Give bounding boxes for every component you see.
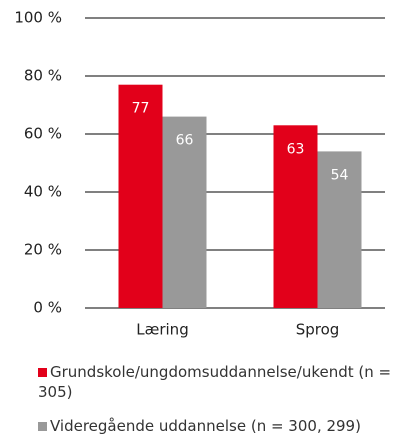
y-tick-label: 60 % bbox=[24, 125, 62, 143]
legend-swatch bbox=[38, 368, 47, 377]
y-tick-label: 80 % bbox=[24, 67, 62, 85]
bar bbox=[317, 151, 362, 308]
data-label: 54 bbox=[331, 167, 349, 183]
y-tick-label: 0 % bbox=[33, 299, 62, 317]
bar bbox=[162, 116, 207, 308]
data-label: 63 bbox=[287, 141, 305, 157]
legend-label: Grundskole/ungdomsuddannelse/ukendt (n =… bbox=[38, 363, 392, 401]
x-tick-label: Læring bbox=[136, 321, 188, 339]
y-tick-label: 20 % bbox=[24, 241, 62, 259]
legend-swatch bbox=[38, 422, 47, 431]
x-tick-label: Sprog bbox=[296, 321, 340, 339]
bar bbox=[273, 125, 318, 308]
data-label: 66 bbox=[176, 133, 194, 149]
legend-item: Grundskole/ungdomsuddannelse/ukendt (n =… bbox=[38, 362, 398, 402]
chart: 0 % 20 % 40 % 60 % 80 % 100 % Læring 77 66 Sprog 6… bbox=[14, 9, 385, 339]
y-tick-label: 40 % bbox=[24, 183, 62, 201]
legend-label: Videregående uddannelse (n = 300, 299) bbox=[50, 417, 361, 435]
legend: Grundskole/ungdomsuddannelse/ukendt (n =… bbox=[38, 362, 398, 445]
y-tick-label: 100 % bbox=[14, 9, 62, 27]
data-label: 77 bbox=[132, 101, 150, 117]
legend-item: Videregående uddannelse (n = 300, 299) bbox=[38, 416, 398, 436]
bar bbox=[118, 84, 163, 308]
